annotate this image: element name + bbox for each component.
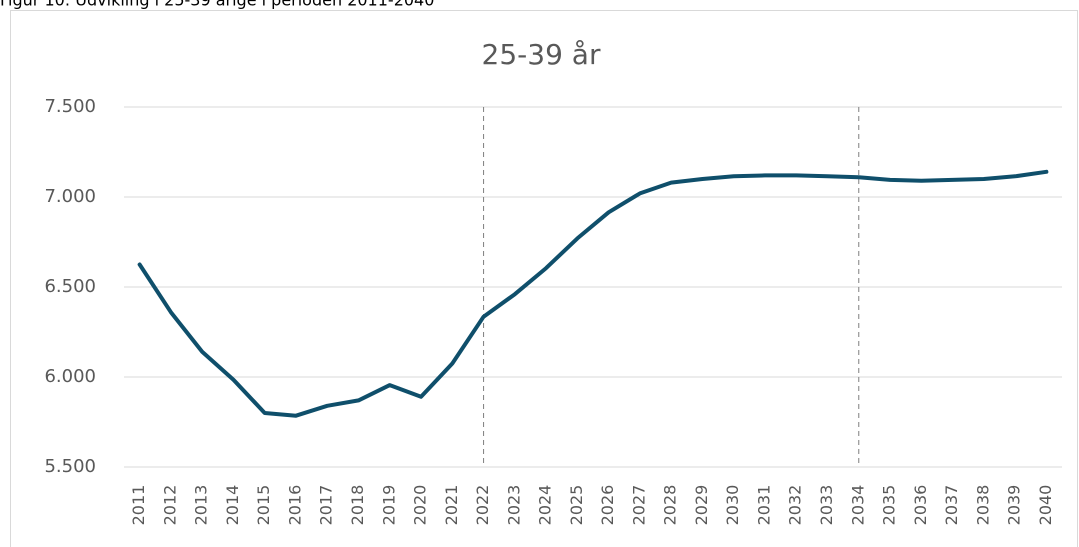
- x-tick-label: 2036: [911, 485, 930, 526]
- x-tick-label: 2038: [973, 485, 992, 526]
- x-tick-label: 2022: [473, 485, 492, 526]
- x-tick-label: 2028: [661, 485, 680, 526]
- y-tick-label: 6.000: [44, 366, 96, 387]
- x-tick-label: 2030: [723, 485, 742, 526]
- x-tick-label: 2031: [754, 485, 773, 526]
- y-tick-label: 6.500: [44, 276, 96, 297]
- x-tick-label: 2011: [129, 485, 148, 526]
- x-tick-label: 2020: [411, 485, 430, 526]
- chart-title: 25-39 år: [482, 38, 601, 71]
- x-tick-label: 2029: [692, 485, 711, 526]
- x-tick-label: 2021: [442, 485, 461, 526]
- x-tick-label: 2034: [848, 485, 867, 526]
- x-tick-label: 2035: [880, 485, 899, 526]
- x-tick-label: 2016: [285, 485, 304, 526]
- x-tick-label: 2014: [223, 485, 242, 526]
- series-line: [137, 169, 1049, 418]
- x-tick-label: 2019: [379, 485, 398, 526]
- x-tick-label: 2039: [1005, 485, 1024, 526]
- x-tick-label: 2024: [536, 485, 555, 526]
- y-tick-label: 7.000: [44, 186, 96, 207]
- y-tick-label: 5.500: [44, 456, 96, 477]
- x-tick-label: 2037: [942, 485, 961, 526]
- x-tick-label: 2013: [192, 485, 211, 526]
- x-tick-label: 2040: [1036, 485, 1055, 526]
- x-tick-label: 2023: [504, 485, 523, 526]
- chart-frame: [10, 10, 1078, 547]
- x-tick-label: 2026: [598, 485, 617, 526]
- x-tick-label: 2027: [629, 485, 648, 526]
- y-tick-label: 7.500: [44, 96, 96, 117]
- x-tick-label: 2017: [317, 485, 336, 526]
- x-tick-label: 2012: [160, 485, 179, 526]
- x-tick-label: 2015: [254, 485, 273, 526]
- caption: Figur 10: Udvikling i 25-39 årige i peri…: [0, 0, 434, 10]
- x-tick-label: 2018: [348, 485, 367, 526]
- x-tick-label: 2033: [817, 485, 836, 526]
- x-tick-label: 2025: [567, 485, 586, 526]
- x-tick-label: 2032: [786, 485, 805, 526]
